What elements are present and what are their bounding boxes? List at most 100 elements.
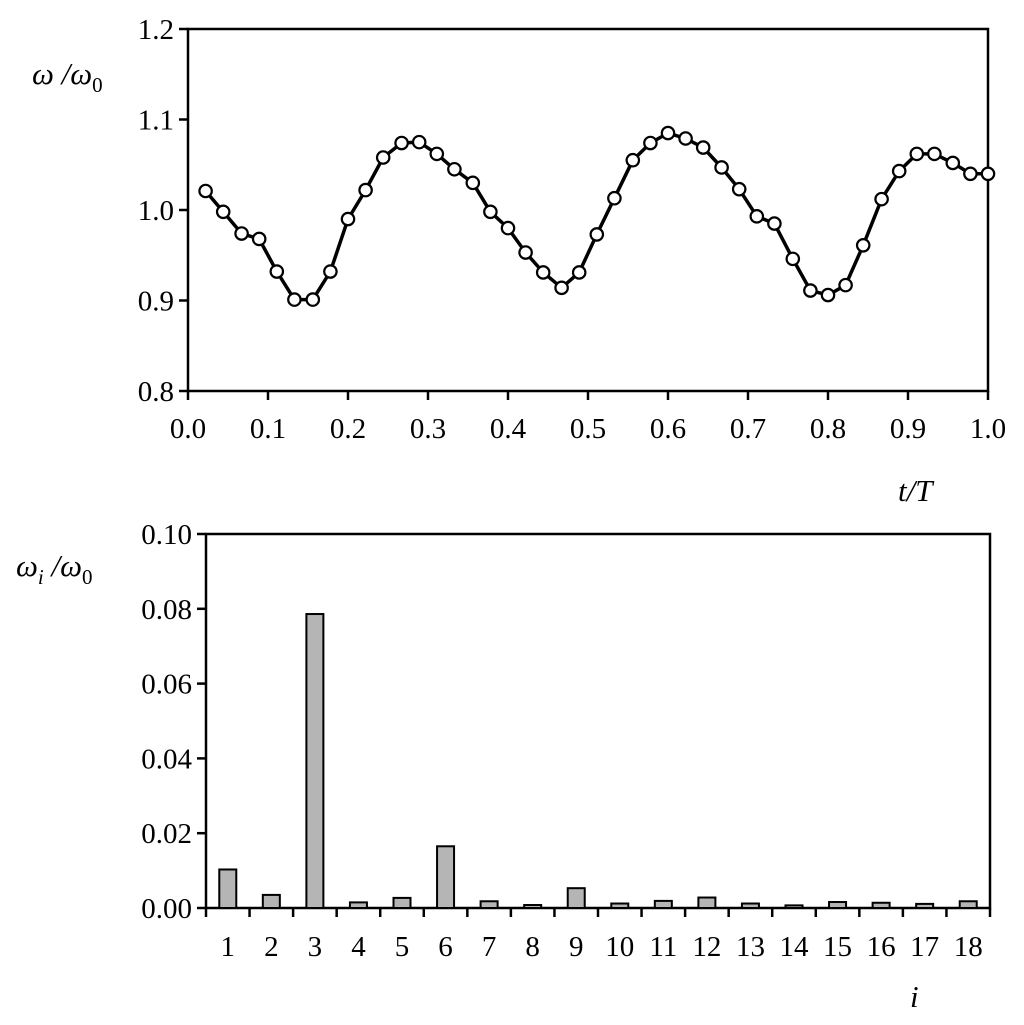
data-point xyxy=(375,150,391,165)
data-point xyxy=(535,265,551,280)
data-point xyxy=(803,283,818,298)
data-point xyxy=(447,161,462,177)
data-point xyxy=(198,183,213,199)
data-point xyxy=(215,204,231,220)
x-tick-label: 0.8 xyxy=(810,413,846,445)
data-point xyxy=(820,287,836,303)
data-point xyxy=(571,265,587,280)
x-tick-label: 16 xyxy=(867,931,896,963)
y-tick-label: 0.02 xyxy=(141,818,192,850)
data-point xyxy=(660,125,676,141)
bar xyxy=(653,899,673,909)
y-tick-label: 1.2 xyxy=(138,14,174,46)
bar xyxy=(784,904,804,910)
data-point xyxy=(607,190,622,206)
bar-chart-x-axis-title: i xyxy=(910,979,919,1014)
bar xyxy=(828,901,848,909)
bar xyxy=(261,893,281,909)
data-point xyxy=(589,227,605,242)
x-tick-label: 12 xyxy=(692,931,721,963)
bar xyxy=(348,901,368,910)
bar-chart-ticks: 0.000.020.040.060.080.101 2 3 4 5 6 7 8 9 10 11 12 1… xyxy=(141,519,992,963)
x-tick-label: 15 xyxy=(823,931,852,963)
data-point xyxy=(251,231,267,247)
data-point xyxy=(483,204,498,220)
data-point xyxy=(927,146,942,162)
bar xyxy=(871,901,891,909)
line-chart: 0.8 0.9 1.0 1.1 1.2 0.0 0.1 0.2 0.3 0.4 0.5 0.6 0.7 0… xyxy=(32,14,1006,508)
x-tick-label: 8 xyxy=(525,931,540,963)
bar xyxy=(740,902,760,910)
x-tick-label: 5 xyxy=(395,931,410,963)
data-point xyxy=(323,264,338,279)
bar xyxy=(958,900,978,910)
line-chart-series xyxy=(198,125,996,307)
data-point xyxy=(287,292,302,307)
line-chart-y-axis-title: ω /ω0 xyxy=(32,56,103,97)
x-tick-label: 3 xyxy=(308,931,323,963)
y-tick-label: 1.0 xyxy=(138,195,174,227)
x-tick-label: 17 xyxy=(910,931,939,963)
data-point xyxy=(518,245,533,260)
y-tick-label: 1.1 xyxy=(138,105,174,137)
bar xyxy=(479,900,499,910)
data-point xyxy=(891,163,907,179)
y-tick-label: 0.8 xyxy=(138,376,174,408)
data-point xyxy=(945,155,961,171)
x-tick-label: 18 xyxy=(954,931,983,963)
x-tick-label: 2 xyxy=(264,931,279,963)
line-chart-frame xyxy=(186,27,990,393)
x-tick-label: 9 xyxy=(569,931,584,963)
data-point xyxy=(714,160,729,175)
bar-chart: 0.000.020.040.060.080.101 2 3 4 5 6 7 8 9 10 11 12 1… xyxy=(16,519,992,1014)
bar xyxy=(610,902,630,910)
data-point xyxy=(909,146,925,162)
data-point xyxy=(269,264,285,279)
data-point xyxy=(394,135,409,151)
data-point xyxy=(234,226,249,241)
y-tick-label: 0.04 xyxy=(141,743,192,775)
data-point xyxy=(625,152,641,168)
data-point xyxy=(678,131,693,146)
x-tick-label: 0.9 xyxy=(890,413,926,445)
bar xyxy=(305,613,325,909)
data-point xyxy=(980,166,996,182)
y-tick-label: 0.10 xyxy=(141,519,192,551)
x-tick-label: 0.2 xyxy=(330,413,366,445)
bar xyxy=(218,868,238,910)
bar xyxy=(392,896,412,909)
data-point xyxy=(429,146,445,162)
x-tick-label: 0.1 xyxy=(250,413,286,445)
x-tick-label: 1.0 xyxy=(970,413,1006,445)
bar xyxy=(697,896,717,910)
y-tick-label: 0.9 xyxy=(138,286,174,318)
x-tick-label: 1 xyxy=(221,931,236,963)
data-point xyxy=(785,251,801,267)
x-tick-label: 11 xyxy=(649,931,677,963)
data-point xyxy=(731,181,747,197)
bar-chart-y-axis-title: ωi /ω0 xyxy=(16,548,93,589)
data-point xyxy=(695,140,711,155)
data-point xyxy=(411,134,427,150)
data-point xyxy=(643,135,658,151)
y-tick-label: 0.00 xyxy=(141,893,192,925)
data-point xyxy=(767,216,782,231)
series-line xyxy=(204,131,988,302)
x-tick-label: 10 xyxy=(605,931,634,963)
x-tick-label: 0.4 xyxy=(490,413,527,445)
data-point xyxy=(465,175,481,191)
y-tick-label: 0.08 xyxy=(141,594,192,626)
line-chart-ticks: 0.8 0.9 1.0 1.1 1.2 0.0 0.1 0.2 0.3 0.4 0.5 0.6 0.7 0… xyxy=(138,14,1006,445)
line-chart-x-axis-title: t/T xyxy=(898,473,935,508)
data-point xyxy=(838,277,853,293)
data-point xyxy=(305,292,321,307)
x-tick-label: 0.6 xyxy=(650,413,686,445)
data-point xyxy=(855,237,871,253)
data-point xyxy=(358,182,373,198)
data-point xyxy=(500,220,516,236)
bar xyxy=(523,904,543,909)
y-tick-label: 0.06 xyxy=(141,669,192,701)
x-tick-label: 6 xyxy=(438,931,453,963)
bar-chart-bars xyxy=(218,613,978,910)
